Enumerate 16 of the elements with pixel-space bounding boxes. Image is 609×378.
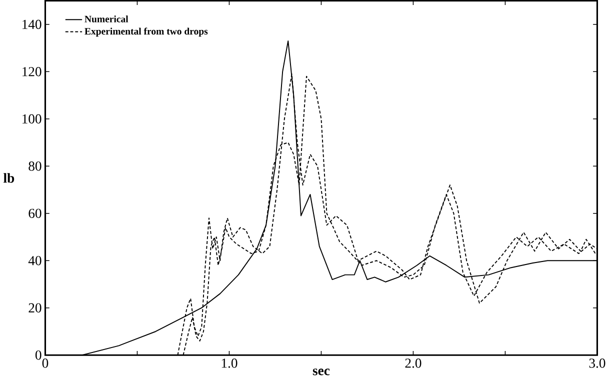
x-axis-title: sec (312, 368, 330, 376)
y-tick-label: 120 (22, 66, 42, 76)
y-tick-label: 40 (28, 256, 42, 265)
legend-label: Experimental from two drops (84, 27, 208, 36)
y-tick-label: 100 (22, 114, 42, 124)
x-tick-label: 3.0 (589, 358, 606, 368)
x-tick-label: 1.0 (222, 358, 238, 368)
legend-label: Numerical (84, 15, 128, 22)
x-tick-label: 2.0 (405, 358, 422, 368)
y-tick-label: 0 (35, 350, 42, 360)
y-tick-label: 60 (28, 208, 42, 218)
x-tick-label: 0 (42, 358, 48, 368)
y-tick-label: 20 (28, 303, 42, 312)
y-tick-label: 80 (28, 161, 42, 171)
y-tick-label: 140 (22, 20, 42, 29)
y-axis-title: lb (4, 172, 14, 183)
